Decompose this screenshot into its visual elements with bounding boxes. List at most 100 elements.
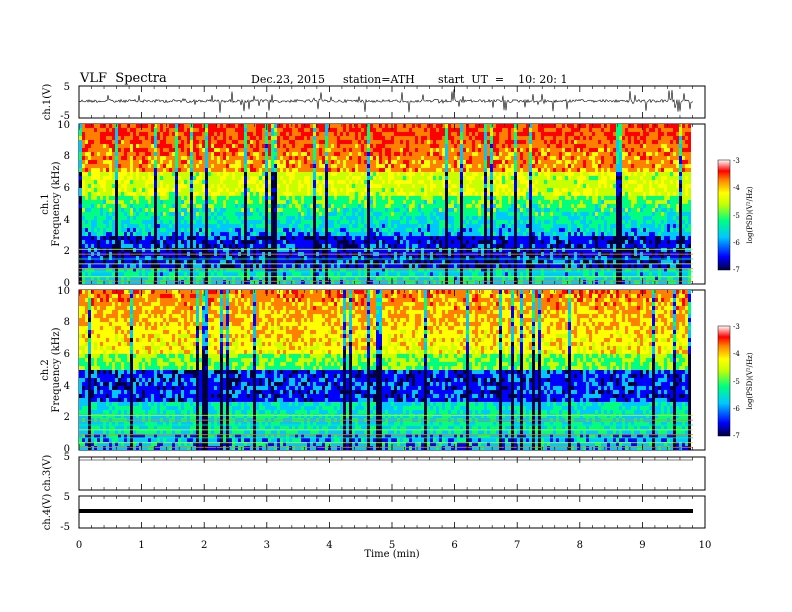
spec1-cell (112, 128, 115, 132)
spec1-cell (259, 152, 262, 156)
spec1-cell (445, 148, 448, 152)
spec1-cell (190, 148, 193, 152)
spec1-cell (205, 204, 208, 208)
spec1-cell (79, 128, 82, 132)
spec1-cell (121, 260, 124, 264)
spec1-cell (277, 144, 280, 148)
spec1-cell (388, 240, 391, 244)
spec1-cell (133, 184, 136, 188)
spec1-cell (352, 180, 355, 184)
spec1-cell (247, 192, 250, 196)
spec1-cell (238, 124, 241, 128)
spec1-cell (304, 148, 307, 152)
spec1-cell (232, 140, 235, 144)
spec1-cell (124, 184, 127, 188)
spec1-cell (256, 132, 259, 136)
spec1-cell (217, 176, 220, 180)
spec1-cell (262, 152, 265, 156)
spec1-cell (322, 220, 325, 224)
spec1-cell (115, 140, 118, 144)
spec1-cell (403, 164, 406, 168)
spec1-cell (268, 196, 271, 200)
spec1-cell (181, 244, 184, 248)
spec1-cell (367, 176, 370, 180)
spec1-cell (361, 196, 364, 200)
spec1-cell (286, 176, 289, 180)
spec1-cell (133, 276, 136, 280)
spec1-cell (187, 236, 190, 240)
spec1-cell (373, 156, 376, 160)
spec1-cell (271, 176, 274, 180)
spec1-cell (205, 140, 208, 144)
spec1-cell (442, 216, 445, 220)
spec1-cell (220, 140, 223, 144)
spec1-cell (268, 176, 271, 180)
spec1-cell (352, 260, 355, 264)
spec1-cell (274, 132, 277, 136)
spec1-cell (259, 204, 262, 208)
spec1-cell (373, 152, 376, 156)
spec1-cell (196, 140, 199, 144)
spec1-cell (316, 232, 319, 236)
spec1-cell (343, 256, 346, 260)
spec1-cell (232, 216, 235, 220)
spec1-cell (412, 132, 415, 136)
spec1-cell (424, 164, 427, 168)
spec1-cell (106, 264, 109, 268)
spec1-cell (181, 168, 184, 172)
spec1-cell (265, 196, 268, 200)
spec1-cell (403, 192, 406, 196)
spec1-cell (280, 144, 283, 148)
spec1-cell (421, 276, 424, 280)
spec1-cell (94, 152, 97, 156)
spec1-cell (310, 128, 313, 132)
spec1-cell (145, 140, 148, 144)
spec1-cell (235, 228, 238, 232)
spec1-cell (409, 276, 412, 280)
spec1-cell (337, 148, 340, 152)
spec1-cell (340, 276, 343, 280)
spec1-cell (175, 240, 178, 244)
spec1-cell (253, 172, 256, 176)
spec1-cell (178, 188, 181, 192)
spec1-cell (304, 144, 307, 148)
spec1-cell (448, 272, 451, 276)
spec1-cell (415, 200, 418, 204)
spec1-cell (229, 260, 232, 264)
spec1-cell (289, 232, 292, 236)
spec1-cell (277, 148, 280, 152)
spec1-cell (244, 240, 247, 244)
spec1-cell (85, 124, 88, 128)
spec1-cell (415, 160, 418, 164)
spec1-cell (337, 144, 340, 148)
spec1-cell (418, 148, 421, 152)
spec1-cell (340, 208, 343, 212)
spec1-cell (430, 272, 433, 276)
spec1-cell (355, 208, 358, 212)
spec1-cell (355, 240, 358, 244)
spec1-cell (403, 172, 406, 176)
spec1-cell (103, 240, 106, 244)
spec1-cell (361, 208, 364, 212)
spec1-cell (196, 192, 199, 196)
spec1-cell (214, 224, 217, 228)
spec1-cell (322, 244, 325, 248)
spec1-cell (391, 276, 394, 280)
spec1-cell (391, 204, 394, 208)
spec1-cell (124, 196, 127, 200)
spec1-cell (370, 164, 373, 168)
spec1-cell (262, 148, 265, 152)
spec1-cell (271, 208, 274, 212)
spec1-cell (223, 224, 226, 228)
spec1-cell (355, 256, 358, 260)
spec1-cell (277, 208, 280, 212)
spec1-cell (241, 228, 244, 232)
spec1-cell (337, 220, 340, 224)
spec1-cell (82, 172, 85, 176)
spec1-cell (202, 168, 205, 172)
spec1-cell (223, 168, 226, 172)
spec1-cell (166, 256, 169, 260)
spec1-cell (100, 228, 103, 232)
spec1-cell (121, 236, 124, 240)
spec1-cell (301, 240, 304, 244)
